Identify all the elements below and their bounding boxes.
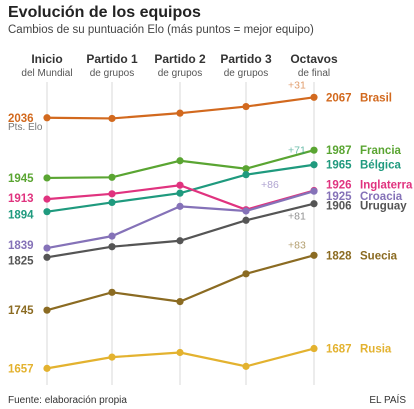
data-point	[310, 161, 318, 169]
series-name-label: Francia	[360, 145, 402, 157]
data-point	[108, 232, 116, 240]
start-value-label: 1745	[8, 305, 34, 317]
x-stage-label: Partido 2	[154, 52, 206, 66]
start-value-label: 1913	[8, 193, 34, 205]
data-point	[242, 270, 250, 278]
data-point	[176, 109, 184, 117]
x-stage-label: Partido 3	[220, 52, 272, 66]
x-stage-sublabel: de grupos	[90, 68, 134, 79]
data-point	[242, 171, 250, 179]
start-value-label: 1839	[8, 240, 34, 252]
data-point	[43, 114, 51, 122]
x-stage-label: Octavos	[290, 52, 338, 66]
data-point	[108, 198, 116, 207]
data-point	[176, 189, 184, 197]
source-note: Fuente: elaboración propia	[8, 395, 127, 406]
chart-title: Evolución de los equipos	[8, 4, 201, 21]
end-value-label: 1925	[326, 191, 352, 203]
x-stage-sublabel: de grupos	[158, 68, 202, 79]
gain-annotation: +83	[288, 239, 306, 251]
data-point	[310, 251, 318, 259]
data-point	[310, 187, 318, 195]
end-value-label: 1687	[326, 344, 352, 356]
series-name-label: Inglaterra	[360, 180, 413, 192]
x-stage-label: Partido 1	[86, 52, 138, 66]
gain-annotation: +31	[288, 79, 306, 91]
series-name-label: Suecia	[360, 250, 398, 262]
data-point	[176, 181, 184, 189]
data-point	[108, 353, 116, 361]
data-point	[176, 157, 184, 165]
start-value-label: 1825	[8, 255, 34, 267]
data-point	[242, 102, 250, 111]
data-point	[242, 216, 250, 224]
x-stage-sublabel: de final	[298, 68, 330, 79]
start-value-label: 2036	[8, 113, 34, 125]
end-value-label: 1987	[326, 145, 352, 157]
end-value-label: 2067	[326, 92, 352, 104]
gain-annotation: +81	[288, 211, 306, 223]
data-point	[108, 190, 116, 198]
start-value-label: 1945	[8, 173, 34, 185]
data-point	[43, 364, 51, 372]
series-name-label: Croacia	[360, 191, 403, 203]
end-value-label: 1926	[326, 180, 352, 192]
start-value-label: 1657	[8, 363, 34, 375]
series-name-label: Uruguay	[360, 201, 407, 213]
data-point	[176, 202, 184, 210]
series-name-label: Bélgica	[360, 160, 402, 172]
data-point	[43, 174, 51, 182]
gain-annotation: +71	[288, 145, 306, 157]
data-point	[176, 348, 184, 357]
data-point	[242, 207, 250, 215]
data-point	[43, 195, 51, 203]
end-value-label: 1906	[326, 201, 352, 213]
brand-label: EL PAÍS	[369, 395, 406, 406]
chart-subtitle: Cambios de su puntuación Elo (más puntos…	[8, 24, 314, 36]
start-value-label: 1894	[8, 210, 34, 222]
x-stage-label: Inicio	[31, 52, 62, 66]
data-point	[242, 165, 250, 173]
series-name-label: Brasil	[360, 92, 392, 104]
data-point	[310, 344, 318, 353]
x-stage-sublabel: del Mundial	[21, 68, 72, 79]
data-point	[108, 114, 116, 123]
end-value-label: 1828	[326, 250, 352, 262]
data-point	[310, 200, 318, 208]
data-point	[43, 253, 51, 261]
data-point	[176, 237, 184, 245]
data-point	[176, 297, 184, 306]
data-point	[108, 288, 116, 296]
end-value-label: 1965	[326, 160, 352, 172]
data-point	[242, 362, 250, 370]
y-unit-label: Pts. Elo	[8, 122, 43, 133]
data-point	[43, 208, 51, 216]
x-stage-sublabel: de grupos	[224, 68, 268, 79]
data-point	[43, 244, 51, 252]
data-point	[310, 146, 318, 154]
data-point	[108, 243, 116, 251]
data-point	[43, 306, 51, 314]
data-point	[108, 173, 116, 181]
data-point	[310, 93, 318, 101]
gain-annotation: +86	[261, 179, 279, 191]
series-name-label: Rusia	[360, 344, 392, 356]
